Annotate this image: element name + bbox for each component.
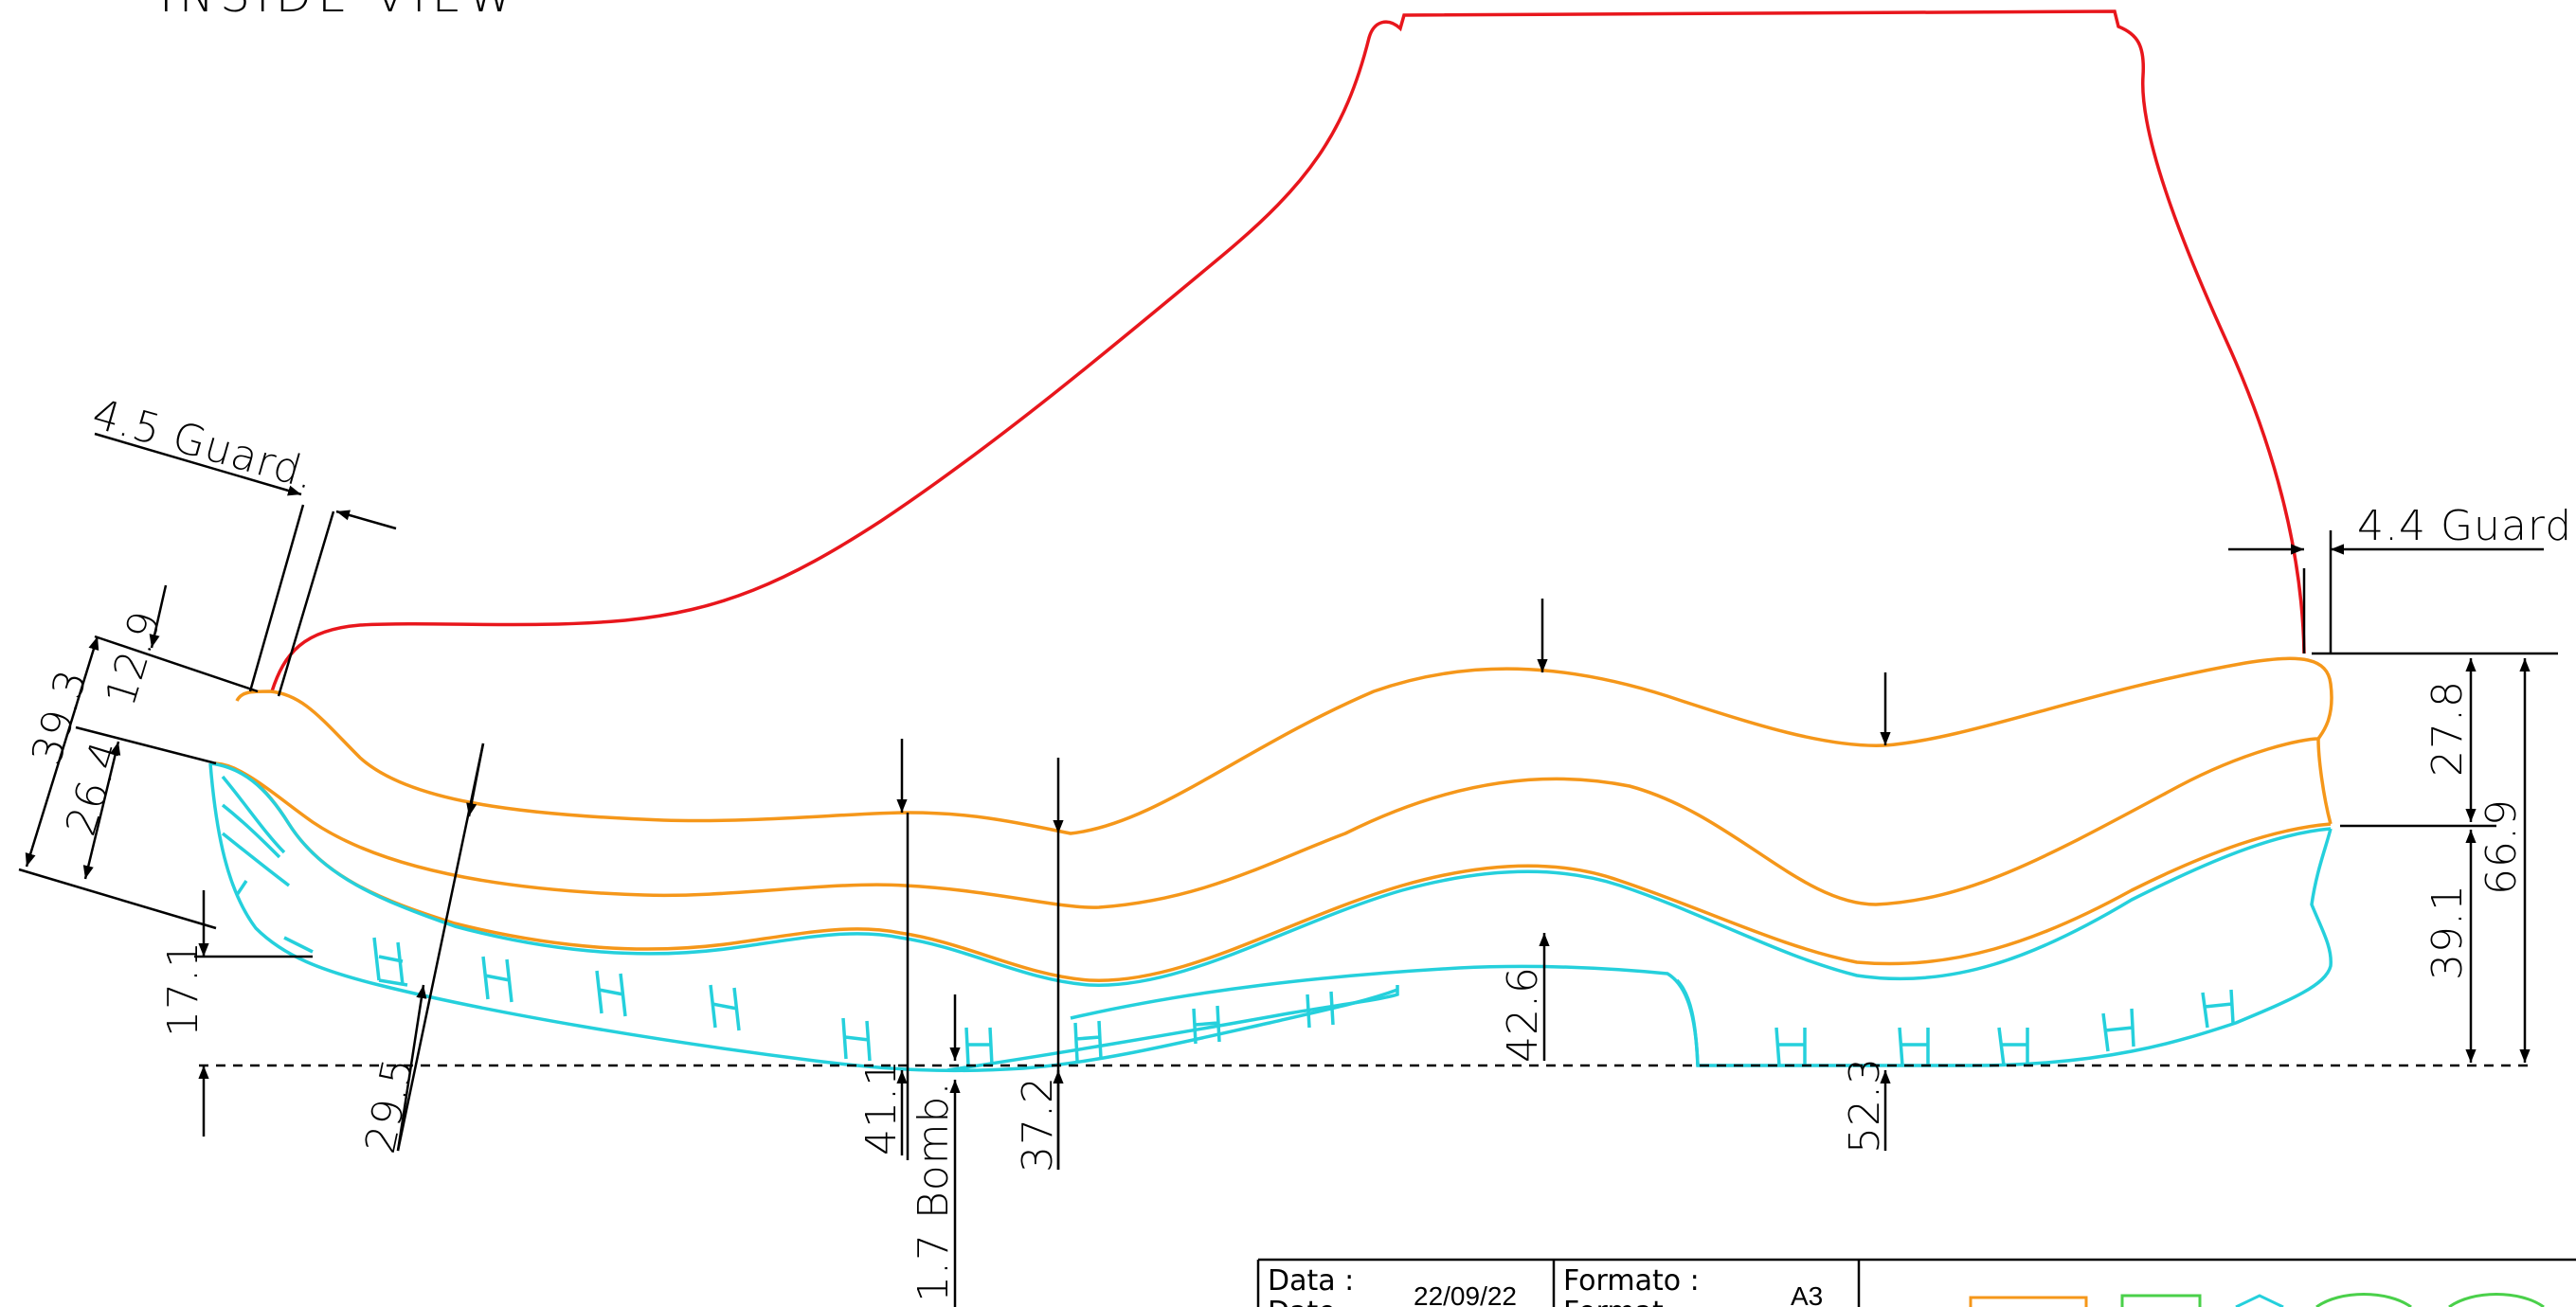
outsole-upper-line bbox=[209, 761, 2332, 987]
svg-text:52.3: 52.3 bbox=[1841, 1057, 1889, 1154]
toe-spring-dimension: 17.1 bbox=[159, 890, 313, 1137]
insole-bottom-line bbox=[214, 761, 2332, 982]
svg-text:1.7 Bomb.: 1.7 Bomb. bbox=[910, 1082, 958, 1302]
outsole-heel-front bbox=[1675, 978, 1700, 1066]
outsole-shank bbox=[1070, 828, 2333, 1067]
heel-height-dimensions: 27.8 39.1 66.9 bbox=[2312, 652, 2558, 1063]
insole-top-line bbox=[235, 656, 2333, 835]
ball-thickness-dimension: 41.1 bbox=[857, 739, 910, 1160]
svg-text:29.5: 29.5 bbox=[356, 1053, 423, 1157]
heel-guard-dimension: 4.4 Guard. bbox=[2228, 502, 2576, 654]
date-label-en: Date bbox=[1268, 1296, 1336, 1307]
format-label: Formato : bbox=[1563, 1264, 1700, 1298]
svg-text:17.1: 17.1 bbox=[159, 940, 207, 1037]
format-label-en: Format bbox=[1563, 1296, 1664, 1307]
svg-text:66.9: 66.9 bbox=[2477, 798, 2526, 895]
toe-height-dimensions: 39.3 12.9 26.4 bbox=[18, 584, 259, 930]
view-title: INSIDE VIEW bbox=[159, 0, 520, 23]
bombatura-dimension: 1.7 Bomb. bbox=[910, 994, 961, 1307]
format-value: A3 bbox=[1791, 1281, 1823, 1307]
svg-text:42.6: 42.6 bbox=[1499, 966, 1547, 1063]
svg-text:4.5 Guard.: 4.5 Guard. bbox=[87, 390, 321, 500]
outsole-forepart-lip bbox=[946, 985, 1399, 1072]
shank-thickness-dimension: 42.6 bbox=[1499, 599, 1550, 1063]
title-block: Data : Date 22/09/22 Formato : Format A3 bbox=[1256, 1258, 2576, 1307]
svg-text:39.1: 39.1 bbox=[2423, 884, 2472, 980]
date-label: Data : bbox=[1268, 1264, 1354, 1298]
heel-back-line bbox=[2316, 738, 2333, 825]
svg-text:27.8: 27.8 bbox=[2423, 680, 2472, 777]
waist-thickness-dimension: 37.2 bbox=[1014, 758, 1064, 1173]
outsole-cleats bbox=[221, 775, 2235, 1066]
outsole-bottom bbox=[208, 762, 1398, 1073]
heel-thickness-dimension: 52.3 bbox=[1841, 672, 1891, 1154]
svg-text:37.2: 37.2 bbox=[1014, 1076, 1062, 1173]
date-value: 22/09/22 bbox=[1414, 1281, 1517, 1307]
midsole-line bbox=[214, 737, 2319, 909]
upper-outline bbox=[270, 9, 2306, 692]
svg-text:41.1: 41.1 bbox=[857, 1059, 906, 1155]
svg-text:4.4 Guard.: 4.4 Guard. bbox=[2357, 502, 2576, 550]
